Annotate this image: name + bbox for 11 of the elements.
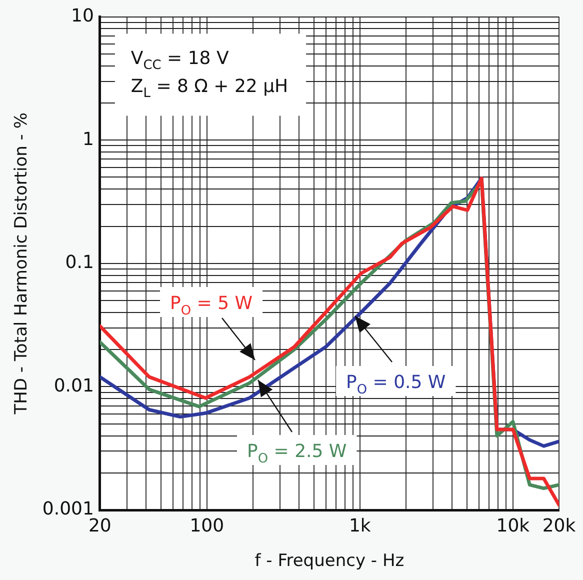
x-tick-label: 10k: [496, 515, 530, 536]
x-tick-label: 20k: [542, 515, 576, 536]
x-tick-label: 1k: [348, 515, 372, 536]
x-axis-title: f - Frequency - Hz: [254, 551, 404, 572]
x-tick-label: 100: [190, 515, 224, 536]
y-tick-label: 0.1: [65, 252, 94, 274]
x-tick-label: 20: [88, 515, 112, 536]
y-tick-label: 0.01: [54, 375, 94, 396]
y-tick-label: 1: [82, 128, 94, 150]
y-axis-title: THD - Total Harmonic Distortion - %: [12, 112, 32, 416]
y-tick-label: 10: [71, 5, 94, 26]
